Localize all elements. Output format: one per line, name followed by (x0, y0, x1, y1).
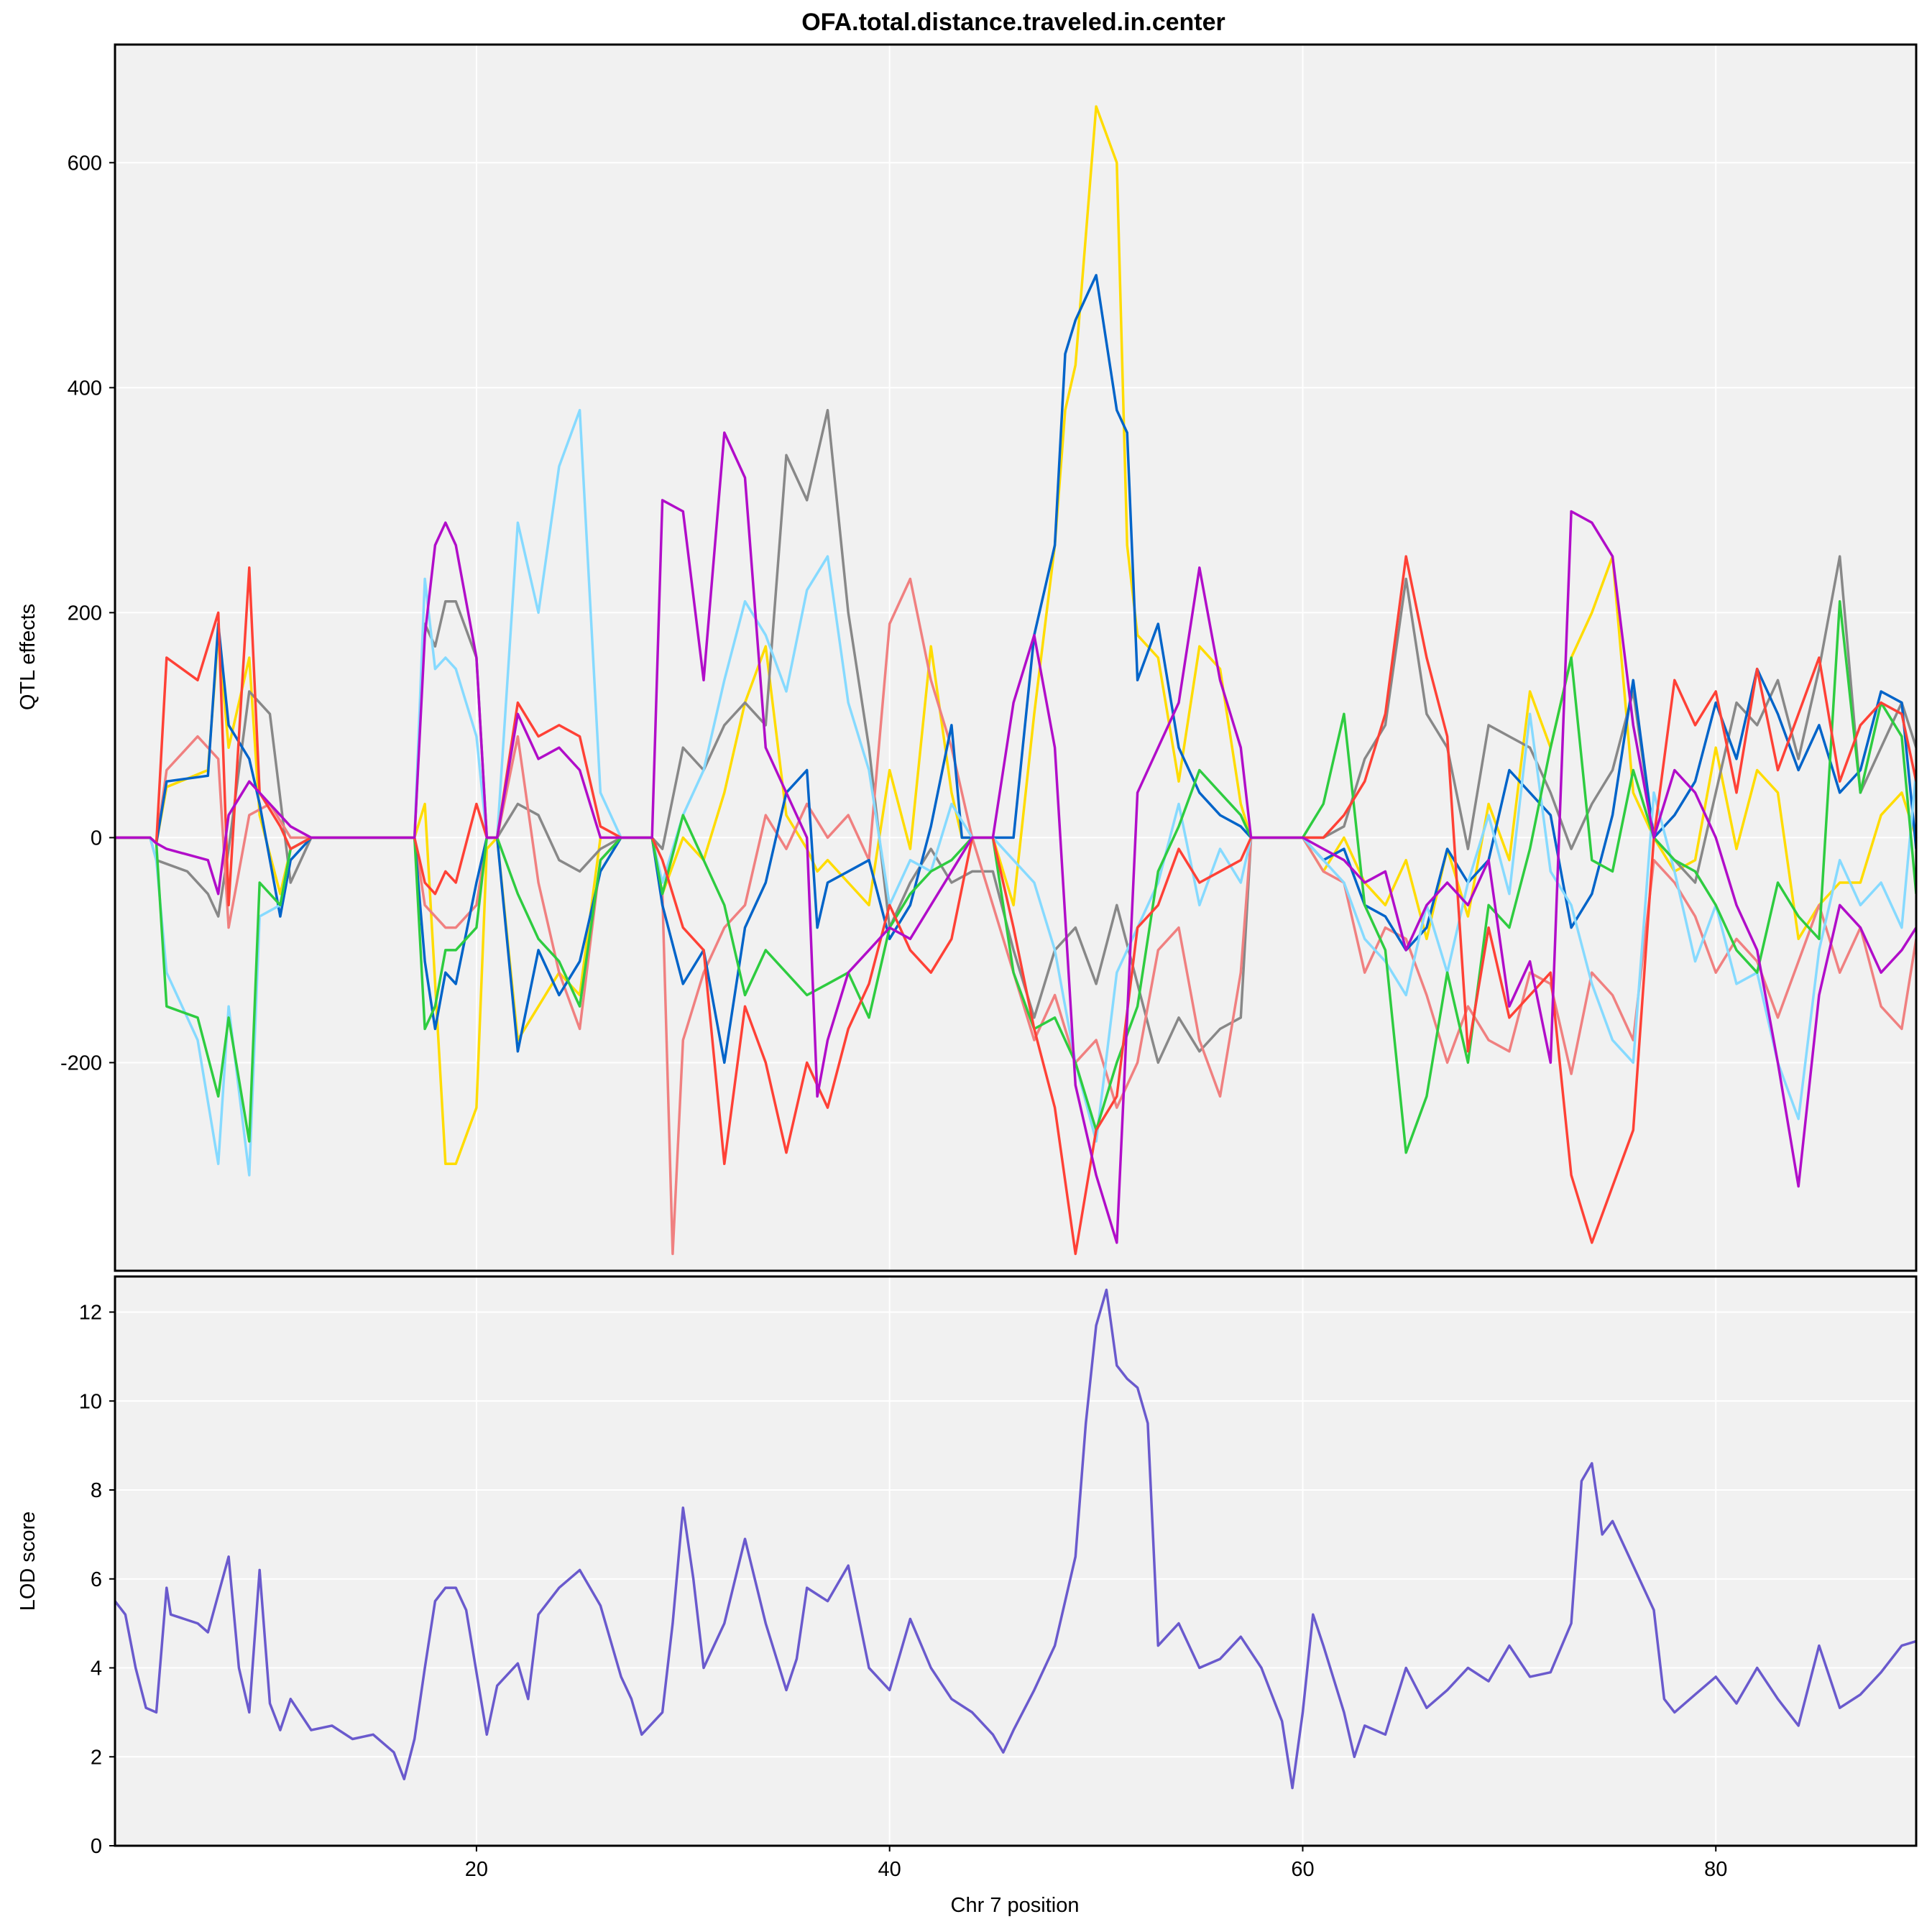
y-tick-label: 0 (91, 1835, 102, 1858)
series-line-a (115, 105, 1916, 1166)
effects-series (115, 105, 1916, 1256)
series-line-f (115, 599, 1916, 1154)
x-tick-label: 60 (1291, 1858, 1314, 1881)
series-line-e (115, 408, 1916, 1177)
lod-series (115, 1288, 1916, 1790)
series-line-h (115, 431, 1916, 1244)
effects-y-ticks: -200 0 200 400 600 (60, 152, 115, 1075)
lod-y-label: LOD score (17, 1512, 40, 1611)
series-line-g (115, 555, 1916, 1256)
y-tick-label: 12 (79, 1302, 102, 1325)
x-tick-label: 40 (878, 1858, 901, 1881)
y-tick-label: -200 (60, 1052, 102, 1075)
y-tick-label: 10 (79, 1390, 102, 1413)
y-tick-label: 2 (91, 1746, 102, 1769)
effects-plot-area (115, 45, 1916, 1271)
lod-frame (114, 1275, 1918, 1847)
chart-title: OFA.total.distance.traveled.in.center (801, 9, 1225, 36)
lod-panel: 0 2 4 6 8 10 12 20 40 60 80 LOD score Chr 7 posit… (17, 1275, 1918, 1917)
lod-plot-area (115, 1276, 1916, 1846)
y-tick-label: 0 (91, 827, 102, 850)
lod-x-ticks: 20 40 60 80 (465, 1846, 1727, 1881)
effects-y-label: QTL effects (17, 604, 40, 710)
x-tick-label: 20 (465, 1858, 488, 1881)
effects-panel: -200 0 200 400 600 QTL effects (17, 43, 1918, 1272)
effects-frame (114, 43, 1918, 1272)
y-tick-label: 600 (68, 152, 102, 175)
y-tick-label: 4 (91, 1657, 102, 1680)
series-line-lod (115, 1288, 1916, 1790)
y-tick-label: 8 (91, 1479, 102, 1502)
series-line-d (115, 274, 1916, 1064)
y-tick-label: 200 (68, 602, 102, 625)
x-axis-label: Chr 7 position (951, 1894, 1080, 1917)
x-tick-label: 80 (1704, 1858, 1727, 1881)
lod-y-ticks: 0 2 4 6 8 10 12 (79, 1302, 115, 1858)
y-tick-label: 400 (68, 377, 102, 400)
effects-gridlines (115, 45, 1916, 1271)
y-tick-label: 6 (91, 1568, 102, 1591)
